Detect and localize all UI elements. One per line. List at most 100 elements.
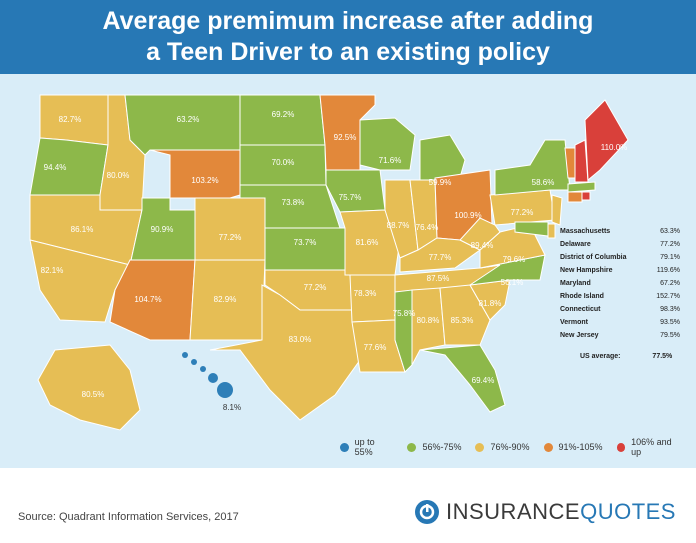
legend-swatch bbox=[475, 442, 485, 452]
us-average-label: US average: bbox=[580, 353, 621, 360]
label-SD: 70.0% bbox=[272, 158, 295, 167]
label-NE: 73.8% bbox=[282, 198, 305, 207]
state-MS bbox=[394, 289, 413, 373]
label-NY: 58.6% bbox=[532, 178, 555, 187]
row-value: 79.1% bbox=[660, 254, 680, 261]
label-MN: 92.5% bbox=[334, 133, 357, 142]
state-GA bbox=[439, 284, 491, 346]
state-AK bbox=[37, 344, 141, 431]
label-WV: 89.4% bbox=[471, 241, 494, 250]
label-TX: 83.0% bbox=[289, 335, 312, 344]
label-KY: 77.7% bbox=[429, 253, 452, 262]
label-WY: 103.2% bbox=[191, 176, 218, 185]
label-ME: 110.0% bbox=[601, 143, 628, 152]
label-AK: 80.5% bbox=[82, 390, 105, 399]
label-MI: 59.9% bbox=[429, 178, 452, 187]
legend-label: 56%-75% bbox=[422, 442, 462, 452]
state-TX bbox=[209, 284, 361, 421]
label-UT: 90.9% bbox=[151, 225, 174, 234]
us-average-value: 77.5% bbox=[652, 353, 673, 360]
label-KS: 73.7% bbox=[294, 238, 317, 247]
row-value: 119.6% bbox=[656, 267, 680, 274]
insurancequotes-logo: INSURANCE QUOTES bbox=[414, 498, 676, 526]
legend-item: 91%-105% bbox=[543, 442, 603, 452]
legend: up to 55% 56%-75% 76%-90% 91%-105% 106% … bbox=[340, 437, 696, 457]
legend-label: 76%-90% bbox=[490, 442, 530, 452]
row-name: Connecticut bbox=[560, 306, 601, 313]
state-CA bbox=[29, 195, 131, 323]
state-MT bbox=[124, 94, 241, 156]
row-value: 67.2% bbox=[660, 280, 680, 287]
row-name: Maryland bbox=[560, 280, 591, 287]
label-CA: 82.1% bbox=[41, 266, 64, 275]
label-ND: 69.2% bbox=[272, 110, 295, 119]
table-row: Delaware 77.2% bbox=[560, 241, 680, 252]
map-title-line-1: Average premimum increase after adding bbox=[102, 7, 594, 35]
label-NM: 82.9% bbox=[214, 295, 237, 304]
state-CT bbox=[567, 191, 583, 203]
label-IN: 76.4% bbox=[416, 223, 439, 232]
label-PA: 77.2% bbox=[511, 208, 534, 217]
logo-word-insurance: INSURANCE bbox=[446, 499, 581, 524]
state-ME bbox=[584, 99, 629, 182]
table-row: Maryland 67.2% bbox=[560, 280, 680, 291]
state-WV bbox=[459, 217, 501, 251]
state-MA bbox=[567, 181, 596, 193]
label-NC: 56.1% bbox=[501, 278, 524, 287]
state-AL bbox=[411, 287, 446, 366]
logo-mark-icon bbox=[415, 500, 439, 524]
label-MT: 63.2% bbox=[177, 115, 200, 124]
row-value: 98.3% bbox=[660, 306, 680, 313]
row-name: Delaware bbox=[560, 241, 591, 248]
label-AL: 80.8% bbox=[417, 316, 440, 325]
state-MD bbox=[514, 221, 549, 237]
state-OR bbox=[29, 137, 109, 196]
state-KS bbox=[264, 227, 346, 271]
legend-label: 91%-105% bbox=[558, 442, 603, 452]
label-AR: 78.3% bbox=[354, 289, 377, 298]
table-row: Connecticut 98.3% bbox=[560, 306, 680, 317]
row-name: District of Columbia bbox=[560, 254, 627, 261]
table-row: Massachusetts 63.3% bbox=[560, 228, 680, 239]
label-IL: 88.7% bbox=[387, 221, 410, 230]
state-DE bbox=[547, 223, 556, 239]
label-VA: 79.6% bbox=[503, 255, 526, 264]
label-TN: 87.5% bbox=[427, 274, 450, 283]
table-row: New Jersey 79.5% bbox=[560, 332, 680, 343]
legend-label: up to 55% bbox=[354, 437, 375, 457]
label-WA: 82.7% bbox=[59, 115, 82, 124]
row-value: 93.5% bbox=[660, 319, 680, 326]
label-OR: 94.4% bbox=[44, 163, 67, 172]
legend-swatch bbox=[543, 442, 553, 452]
label-CO: 77.2% bbox=[219, 233, 242, 242]
state-FL bbox=[419, 344, 506, 413]
state-IA bbox=[325, 169, 386, 213]
legend-item: 76%-90% bbox=[475, 442, 530, 452]
footer bbox=[0, 468, 696, 543]
us-average: US average: 77.5% bbox=[580, 353, 672, 360]
source-note: Source: Quadrant Information Services, 2… bbox=[18, 511, 239, 523]
label-OK: 77.2% bbox=[304, 283, 327, 292]
map-title-line-2: a Teen Driver to an existing policy bbox=[146, 38, 550, 66]
legend-item: 106% and up bbox=[616, 437, 682, 457]
label-SC: 81.8% bbox=[479, 299, 502, 308]
legend-swatch bbox=[407, 442, 417, 452]
state-NH bbox=[574, 139, 589, 183]
label-HI: 8.1% bbox=[223, 403, 241, 412]
table-row: Rhode Island 152.7% bbox=[560, 293, 680, 304]
label-FL: 69.4% bbox=[472, 376, 495, 385]
state-AR bbox=[349, 274, 396, 323]
label-AZ: 104.7% bbox=[134, 295, 161, 304]
state-NJ bbox=[551, 194, 563, 226]
label-MO: 81.6% bbox=[356, 238, 379, 247]
label-IA: 75.7% bbox=[339, 193, 362, 202]
row-value: 152.7% bbox=[656, 293, 680, 300]
label-OH: 100.9% bbox=[454, 211, 481, 220]
table-row: New Hampshire 119.6% bbox=[560, 267, 680, 278]
legend-label: 106% and up bbox=[631, 437, 672, 457]
state-WI bbox=[359, 117, 416, 171]
row-name: Vermont bbox=[560, 319, 589, 326]
title-banner: Average premimum increase after adding a… bbox=[0, 0, 696, 74]
state-HI bbox=[182, 352, 233, 398]
